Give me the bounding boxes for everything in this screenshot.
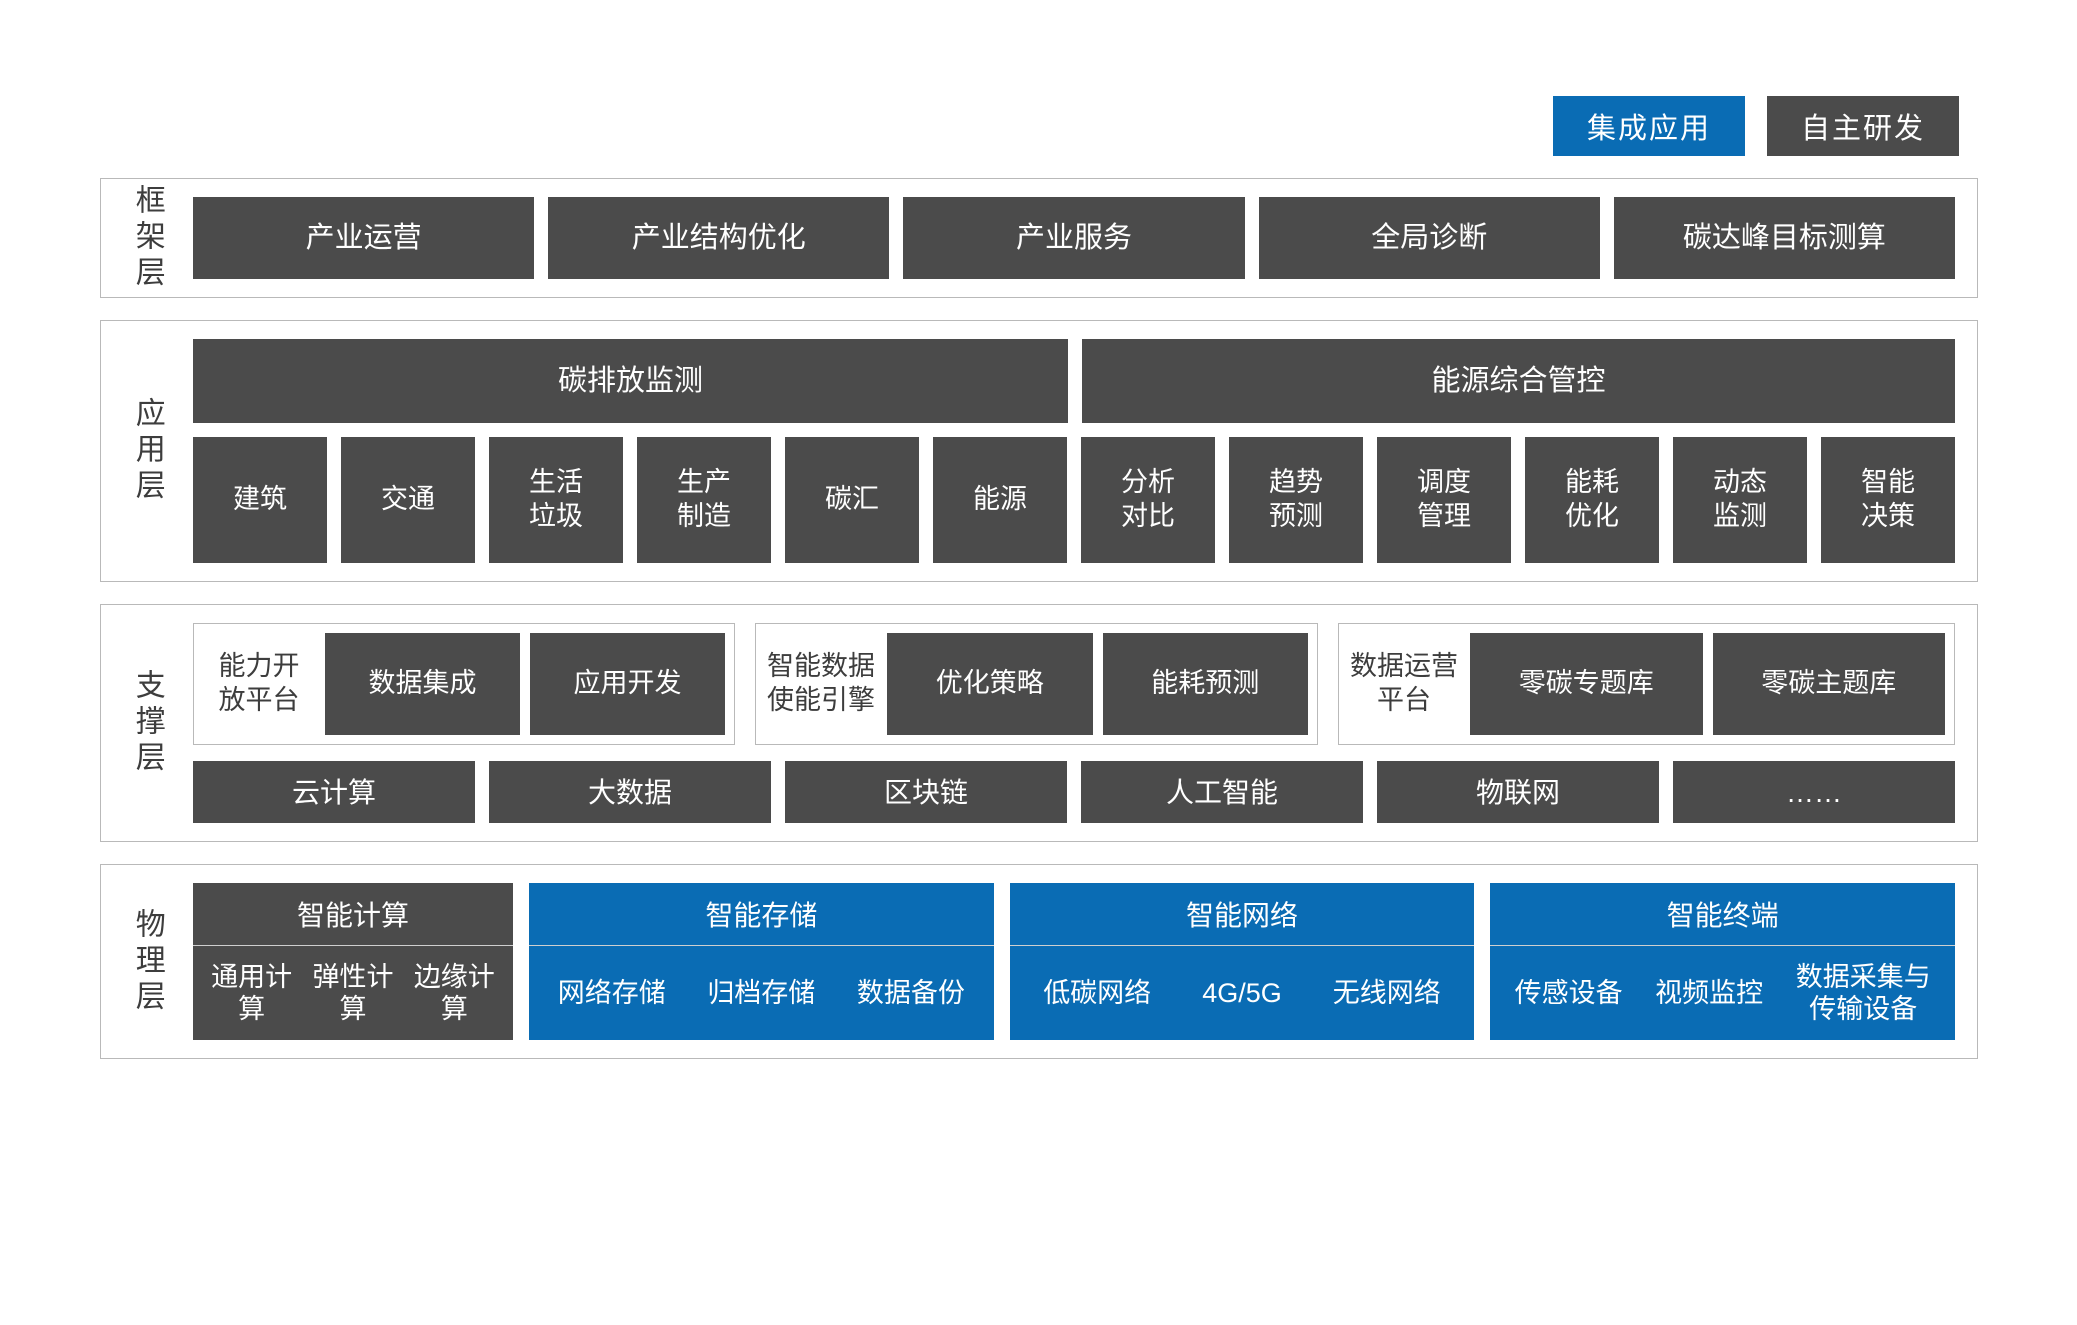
support-group-capability-platform: 能力开 放平台 数据集成 应用开发 bbox=[193, 623, 735, 745]
physical-block-items: 低碳网络 4G/5G 无线网络 bbox=[1010, 946, 1475, 1040]
technology-tile[interactable]: 物联网 bbox=[1377, 761, 1659, 823]
application-tile[interactable]: 智能 决策 bbox=[1821, 437, 1955, 563]
application-tile[interactable]: 生活 垃圾 bbox=[489, 437, 623, 563]
support-technology-row: 云计算 大数据 区块链 人工智能 物联网 …… bbox=[193, 761, 1955, 823]
physical-item[interactable]: 传感设备 bbox=[1514, 977, 1623, 1008]
layer-body-framework: 产业运营 产业结构优化 产业服务 全局诊断 碳达峰目标测算 bbox=[193, 179, 1977, 297]
physical-item[interactable]: 网络存储 bbox=[557, 977, 666, 1008]
technology-tile[interactable]: 人工智能 bbox=[1081, 761, 1363, 823]
application-tile[interactable]: 能源 bbox=[933, 437, 1067, 563]
application-tile[interactable]: 分析 对比 bbox=[1081, 437, 1215, 563]
layer-label-support: 支撑层 bbox=[101, 605, 193, 841]
legend-item-integrated-application: 集成应用 bbox=[1553, 96, 1745, 156]
physical-block-items: 网络存储 归档存储 数据备份 bbox=[529, 946, 994, 1040]
physical-block-row: 智能计算 通用计算 弹性计算 边缘计算 智能存储 网络存储 归档存储 数据备份 bbox=[193, 883, 1956, 1040]
layer-label-text: 支撑层 bbox=[130, 669, 164, 777]
physical-block-items: 通用计算 弹性计算 边缘计算 bbox=[193, 946, 513, 1040]
physical-block-intelligent-terminal: 智能终端 传感设备 视频监控 数据采集与 传输设备 bbox=[1490, 883, 1956, 1040]
physical-block-intelligent-network: 智能网络 低碳网络 4G/5G 无线网络 bbox=[1009, 883, 1475, 1040]
legend-label: 自主研发 bbox=[1800, 113, 1925, 145]
support-group-data-operation-platform: 数据运营 平台 零碳专题库 零碳主题库 bbox=[1338, 623, 1955, 745]
physical-block-title[interactable]: 智能计算 bbox=[193, 883, 513, 946]
support-group-data-engine: 智能数据 使能引擎 优化策略 能耗预测 bbox=[755, 623, 1318, 745]
application-header-energy-management[interactable]: 能源综合管控 bbox=[1082, 339, 1955, 423]
application-tile-row: 建筑 交通 生活 垃圾 生产 制造 碳汇 能源 分析 对比 趋势 预测 调度 管… bbox=[193, 437, 1955, 563]
physical-block-items: 传感设备 视频监控 数据采集与 传输设备 bbox=[1490, 946, 1955, 1040]
physical-item[interactable]: 通用计算 bbox=[211, 961, 293, 1024]
support-group-label: 智能数据 使能引擎 bbox=[767, 651, 875, 715]
physical-block-title[interactable]: 智能终端 bbox=[1490, 883, 1956, 946]
layer-label-framework: 框架层 bbox=[101, 179, 193, 297]
layer-physical: 物理层 智能计算 通用计算 弹性计算 边缘计算 智能存储 bbox=[100, 864, 1978, 1059]
technology-tile-more[interactable]: …… bbox=[1673, 761, 1955, 823]
support-group-tile[interactable]: 应用开发 bbox=[530, 633, 725, 735]
layer-body-application: 碳排放监测 能源综合管控 建筑 交通 生活 垃圾 生产 制造 碳汇 能源 分析 … bbox=[193, 321, 1977, 581]
physical-item[interactable]: 数据采集与 传输设备 bbox=[1795, 961, 1931, 1024]
application-tile[interactable]: 趋势 预测 bbox=[1229, 437, 1363, 563]
application-tile[interactable]: 建筑 bbox=[193, 437, 327, 563]
legend-label: 集成应用 bbox=[1586, 113, 1711, 145]
technology-tile[interactable]: 大数据 bbox=[489, 761, 771, 823]
application-tile[interactable]: 交通 bbox=[341, 437, 475, 563]
layer-label-physical: 物理层 bbox=[101, 865, 193, 1058]
technology-tile[interactable]: 区块链 bbox=[785, 761, 1067, 823]
physical-item[interactable]: 视频监控 bbox=[1655, 977, 1764, 1008]
layer-label-application: 应用层 bbox=[101, 321, 193, 581]
application-header-carbon-monitoring[interactable]: 碳排放监测 bbox=[193, 339, 1068, 423]
framework-tile[interactable]: 产业结构优化 bbox=[548, 197, 890, 279]
layer-framework: 框架层 产业运营 产业结构优化 产业服务 全局诊断 碳达峰目标测算 bbox=[100, 178, 1978, 298]
layer-label-text: 物理层 bbox=[130, 907, 164, 1016]
application-tile[interactable]: 动态 监测 bbox=[1673, 437, 1807, 563]
support-group-tile[interactable]: 能耗预测 bbox=[1102, 633, 1308, 735]
framework-tile[interactable]: 碳达峰目标测算 bbox=[1613, 197, 1956, 279]
framework-tile-row: 产业运营 产业结构优化 产业服务 全局诊断 碳达峰目标测算 bbox=[193, 197, 1956, 279]
layer-support: 支撑层 能力开 放平台 数据集成 应用开发 智能数据 使能引擎 优化策略 能耗预… bbox=[100, 604, 1978, 842]
support-group-label: 能力开 放平台 bbox=[218, 651, 300, 715]
legend-item-self-developed: 自主研发 bbox=[1767, 96, 1959, 156]
application-tile[interactable]: 碳汇 bbox=[785, 437, 919, 563]
application-header-row: 碳排放监测 能源综合管控 bbox=[193, 339, 1955, 423]
application-tile[interactable]: 能耗 优化 bbox=[1525, 437, 1659, 563]
physical-block-title[interactable]: 智能存储 bbox=[529, 883, 994, 946]
technology-tile[interactable]: 云计算 bbox=[193, 761, 475, 823]
layer-label-text: 应用层 bbox=[130, 397, 164, 505]
physical-item[interactable]: 低碳网络 bbox=[1043, 977, 1152, 1008]
physical-block-intelligent-computing: 智能计算 通用计算 弹性计算 边缘计算 bbox=[193, 883, 513, 1040]
support-group-row: 能力开 放平台 数据集成 应用开发 智能数据 使能引擎 优化策略 能耗预测 数据… bbox=[193, 623, 1955, 745]
application-tile[interactable]: 调度 管理 bbox=[1377, 437, 1511, 563]
layer-application: 应用层 碳排放监测 能源综合管控 建筑 交通 生活 垃圾 生产 制造 碳汇 能源… bbox=[100, 320, 1978, 582]
physical-item[interactable]: 无线网络 bbox=[1332, 977, 1441, 1008]
support-group-tile[interactable]: 数据集成 bbox=[325, 633, 520, 735]
legend: 集成应用 自主研发 bbox=[1553, 96, 1959, 156]
support-group-label: 数据运营 平台 bbox=[1350, 651, 1458, 715]
physical-item[interactable]: 归档存储 bbox=[707, 977, 816, 1008]
layer-label-text: 框架层 bbox=[130, 184, 164, 292]
physical-block-intelligent-storage: 智能存储 网络存储 归档存储 数据备份 bbox=[529, 883, 994, 1040]
support-group-tile[interactable]: 零碳主题库 bbox=[1712, 633, 1945, 735]
framework-tile[interactable]: 全局诊断 bbox=[1258, 197, 1600, 279]
support-group-tile[interactable]: 优化策略 bbox=[887, 633, 1093, 735]
layer-body-support: 能力开 放平台 数据集成 应用开发 智能数据 使能引擎 优化策略 能耗预测 数据… bbox=[193, 605, 1977, 841]
physical-item[interactable]: 数据备份 bbox=[856, 977, 965, 1008]
layer-body-physical: 智能计算 通用计算 弹性计算 边缘计算 智能存储 网络存储 归档存储 数据备份 bbox=[193, 865, 1977, 1058]
physical-item[interactable]: 边缘计算 bbox=[413, 961, 495, 1024]
application-tile[interactable]: 生产 制造 bbox=[637, 437, 771, 563]
framework-tile[interactable]: 产业服务 bbox=[903, 197, 1245, 279]
support-group-tile[interactable]: 零碳专题库 bbox=[1470, 633, 1703, 735]
physical-item[interactable]: 弹性计算 bbox=[312, 961, 394, 1024]
physical-item[interactable]: 4G/5G bbox=[1202, 977, 1282, 1008]
physical-block-title[interactable]: 智能网络 bbox=[1009, 883, 1475, 946]
layer-stack: 框架层 产业运营 产业结构优化 产业服务 全局诊断 碳达峰目标测算 应用层 碳排… bbox=[100, 178, 1978, 1081]
framework-tile[interactable]: 产业运营 bbox=[193, 197, 535, 279]
